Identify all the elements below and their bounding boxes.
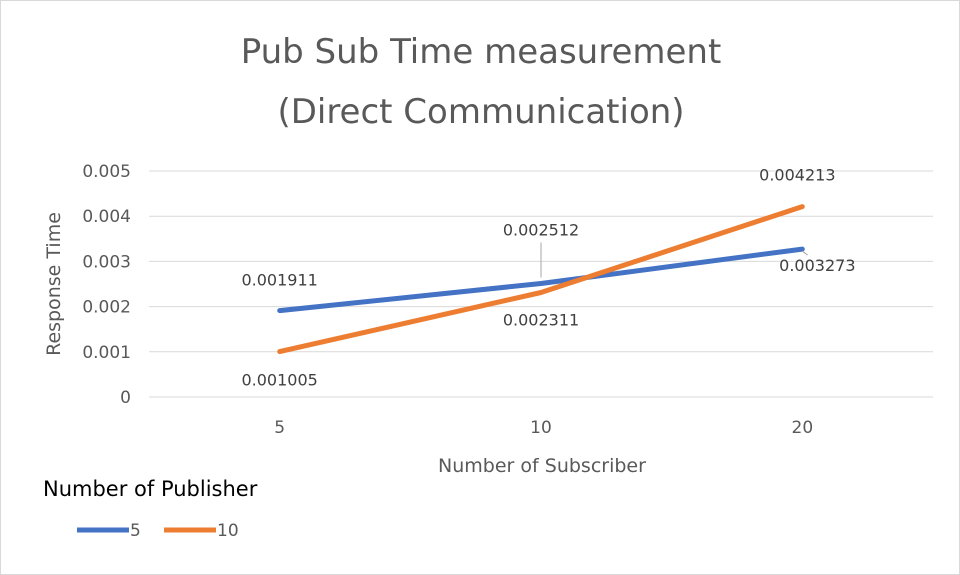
x-tick-label: 20 bbox=[792, 418, 814, 438]
series-lines bbox=[277, 204, 805, 355]
legend-title: Number of Publisher bbox=[43, 477, 258, 501]
x-axis-label: Number of Subscriber bbox=[438, 455, 646, 477]
y-axis-label: Response Time bbox=[43, 212, 65, 356]
x-tick-label: 5 bbox=[274, 418, 285, 438]
label-leader-line bbox=[802, 250, 808, 256]
legend: 5 10 bbox=[77, 521, 239, 541]
y-tick-label: 0.004 bbox=[82, 207, 131, 227]
data-label-10-5: 0.001005 bbox=[241, 371, 317, 390]
y-tick-label: 0.005 bbox=[82, 162, 131, 182]
series-line-10 bbox=[277, 204, 805, 355]
y-tick-label: 0.001 bbox=[82, 343, 131, 363]
chart-title-line-1: Pub Sub Time measurement bbox=[241, 32, 722, 72]
series-line-5 bbox=[277, 246, 805, 314]
data-label-10-10: 0.002311 bbox=[503, 311, 579, 330]
chart-title-line-2: (Direct Communication) bbox=[277, 92, 684, 132]
x-axis-ticks: 5 10 20 bbox=[274, 418, 813, 438]
y-tick-label: 0.003 bbox=[82, 252, 131, 272]
x-tick-label: 10 bbox=[530, 418, 552, 438]
data-labels: 0.001911 0.002512 0.003273 0.001005 0.002311… bbox=[241, 166, 855, 390]
y-axis-ticks: 0 0.001 0.002 0.003 0.004 0.005 bbox=[82, 162, 131, 408]
data-label-10-20: 0.004213 bbox=[759, 166, 835, 185]
data-label-5-10: 0.002512 bbox=[503, 220, 579, 239]
y-tick-label: 0.002 bbox=[82, 298, 131, 318]
legend-label-5: 5 bbox=[130, 521, 141, 541]
data-label-5-20: 0.003273 bbox=[779, 256, 855, 275]
data-label-5-5: 0.001911 bbox=[241, 271, 317, 290]
legend-label-10: 10 bbox=[217, 521, 239, 541]
y-tick-label: 0 bbox=[120, 388, 131, 408]
